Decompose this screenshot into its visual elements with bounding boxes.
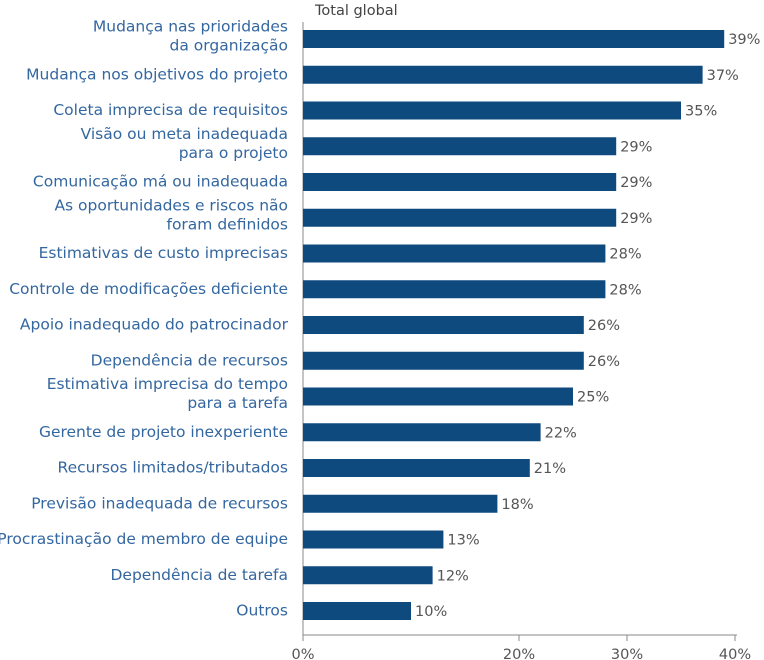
value-label: 26% — [588, 318, 620, 334]
value-label: 22% — [545, 425, 577, 441]
value-label: 37% — [707, 68, 739, 84]
category-label: Procrastinação de membro de equipe — [0, 530, 288, 548]
category-label: Apoio inadequado do patrocinador — [20, 316, 289, 334]
bar — [303, 30, 725, 48]
value-label: 28% — [609, 247, 641, 263]
value-label: 29% — [620, 175, 652, 191]
value-label: 28% — [609, 282, 641, 298]
x-tick-label: 0% — [291, 647, 314, 660]
category-label: Gerente de projeto inexperiente — [39, 423, 288, 441]
bar — [303, 530, 444, 549]
bar — [303, 65, 703, 84]
value-label: 29% — [620, 211, 652, 227]
value-label: 26% — [588, 354, 620, 370]
value-label: 21% — [534, 461, 566, 477]
bar — [303, 602, 411, 620]
category-label: Dependência de recursos — [91, 351, 288, 369]
category-label: Estimativas de custo imprecisas — [39, 244, 288, 262]
bar — [303, 316, 584, 334]
value-label: 10% — [415, 604, 447, 620]
x-tick-label: 20% — [503, 647, 535, 660]
category-label: Coleta imprecisa de requisitos — [53, 101, 288, 119]
category-label: Mudança nas prioridades da organização — [93, 17, 288, 54]
value-label: 13% — [447, 533, 479, 549]
bar — [303, 244, 606, 263]
bar — [303, 494, 498, 513]
bar — [303, 137, 617, 156]
bar — [303, 101, 681, 120]
category-label: Comunicação má ou inadequada — [33, 173, 288, 191]
bar — [303, 387, 573, 406]
bar — [303, 566, 433, 585]
bar — [303, 351, 584, 370]
series-label: Total global — [314, 3, 398, 19]
category-label: Outros — [236, 602, 288, 620]
category-label: Dependência de tarefa — [110, 566, 288, 584]
bar — [303, 459, 530, 477]
category-label: Estimativa imprecisa do tempo para a tare… — [47, 375, 288, 412]
value-label: 18% — [501, 497, 533, 513]
value-label: 25% — [577, 390, 609, 406]
bar — [303, 208, 617, 227]
category-label: Mudança nos objetivos do projeto — [26, 65, 288, 83]
category-label: Previsão inadequada de recursos — [31, 494, 288, 512]
bar — [303, 173, 617, 191]
bar — [303, 280, 606, 299]
value-label: 12% — [437, 568, 469, 584]
category-label: Controle de modificações deficiente — [9, 280, 288, 298]
bar — [303, 423, 541, 442]
value-label: 29% — [620, 139, 652, 155]
value-label: 35% — [685, 104, 717, 120]
x-tick-label: 40% — [719, 647, 751, 660]
category-label: As oportunidades e riscos não foram defin… — [54, 196, 288, 233]
x-tick-label: 30% — [611, 647, 643, 660]
category-label: Visão ou meta inadequada para o projeto — [81, 124, 288, 161]
category-label: Recursos limitados/tributados — [58, 459, 289, 477]
value-label: 39% — [728, 32, 760, 48]
